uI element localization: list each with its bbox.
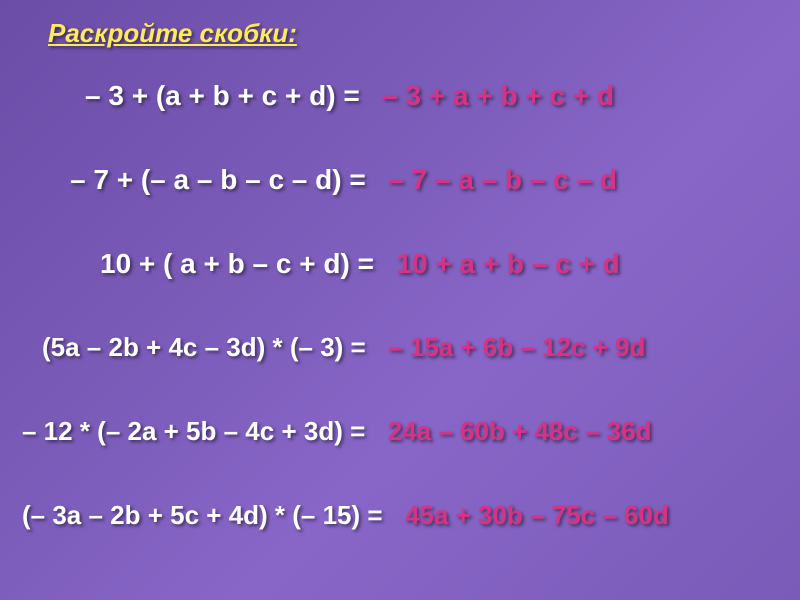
equation-lhs: – 3 + (a + b + c + d) = xyxy=(85,80,360,112)
equation-row: 10 + ( a + b – c + d) = 10 + a + b – c +… xyxy=(100,248,620,280)
equation-lhs: – 7 + (– a – b – c – d) = xyxy=(70,164,366,196)
equation-rhs: – 15a + 6b – 12c + 9d xyxy=(388,332,645,363)
equation-rhs: – 7 – a – b – c – d xyxy=(388,164,617,196)
equation-lhs: – 12 * (– 2a + 5b – 4c + 3d) = xyxy=(22,416,365,447)
equation-lhs: 10 + ( a + b – c + d) = xyxy=(100,248,374,280)
equation-lhs: (5a – 2b + 4c – 3d) * (– 3) = xyxy=(42,332,366,363)
equation-row: (5a – 2b + 4c – 3d) * (– 3) = – 15a + 6b… xyxy=(42,332,645,363)
equation-rhs: 45a + 30b – 75c – 60d xyxy=(405,500,669,531)
equation-rhs: 24a – 60b + 48c – 36d xyxy=(388,416,652,447)
equation-row: – 12 * (– 2a + 5b – 4c + 3d) = 24a – 60b… xyxy=(22,416,652,447)
slide-title: Раскройте скобки: xyxy=(48,18,297,49)
equation-row: – 3 + (a + b + c + d) = – 3 + a + b + c … xyxy=(85,80,614,112)
equation-rhs: 10 + a + b – c + d xyxy=(396,248,619,280)
equation-row: – 7 + (– a – b – c – d) = – 7 – a – b – … xyxy=(70,164,617,196)
equation-lhs: (– 3a – 2b + 5c + 4d) * (– 15) = xyxy=(22,500,383,531)
equation-row: (– 3a – 2b + 5c + 4d) * (– 15) = 45a + 3… xyxy=(22,500,669,531)
equation-rhs: – 3 + a + b + c + d xyxy=(382,80,614,112)
